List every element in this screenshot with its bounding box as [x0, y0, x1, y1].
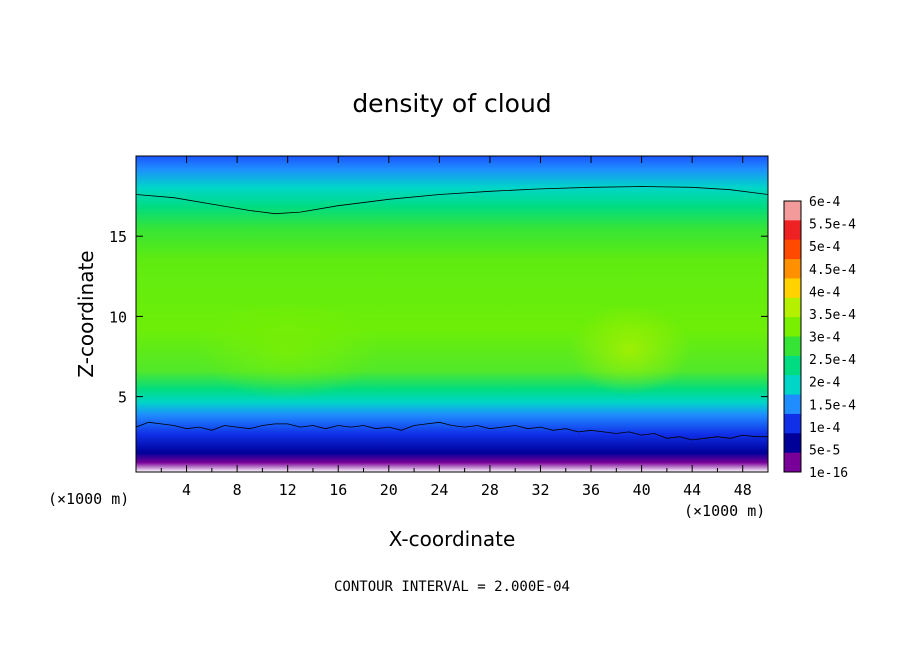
colorbar-label-0: 6e-4 — [809, 195, 840, 210]
chart-title: density of cloud — [352, 89, 551, 118]
colorbar-label-10: 1e-4 — [809, 421, 840, 436]
colorbar-label-8: 2e-4 — [809, 376, 840, 391]
y-tick-label-2: 15 — [109, 228, 127, 246]
y-axis-ticks: 5 10 15 — [109, 228, 768, 407]
colorbar-label-7: 2.5e-4 — [809, 353, 856, 368]
x-tick-label-2: 12 — [279, 481, 297, 499]
plot-area — [136, 156, 768, 472]
colorbar-swatch-8 — [784, 355, 801, 376]
colorbar-swatch-9 — [784, 375, 801, 396]
density-plume-region — [198, 300, 378, 400]
colorbar-swatch-6 — [784, 317, 801, 337]
contour-line-1 — [136, 186, 768, 215]
colorbar-label-9: 1.5e-4 — [809, 398, 856, 413]
y-tick-label-0: 5 — [118, 389, 127, 407]
colorbar-swatch-10 — [784, 394, 801, 415]
density-maximum-region — [570, 305, 690, 395]
plot-frame — [135, 155, 769, 473]
colorbar-swatch-3 — [784, 259, 801, 279]
y-axis-label: Z-coordinate — [74, 250, 98, 377]
x-unit-right: (×1000 m) — [684, 502, 765, 520]
x-tick-label-5: 24 — [430, 481, 448, 499]
colorbar: 6e-4 5.5e-4 5e-4 4.5e-4 4e-4 3.5e-4 3e-4 2.5e-4… — [783, 195, 856, 481]
x-tick-label-11: 48 — [734, 481, 752, 499]
colorbar-label-6: 3e-4 — [809, 331, 840, 346]
colorbar-swatch-2 — [784, 239, 801, 260]
colorbar-frame — [783, 200, 802, 473]
x-tick-label-8: 36 — [582, 481, 600, 499]
x-unit-left: (×1000 m) — [48, 490, 129, 508]
colorbar-swatch-11 — [784, 413, 801, 434]
contour-lines — [136, 186, 768, 441]
x-tick-label-3: 16 — [329, 481, 347, 499]
x-tick-label-0: 4 — [182, 481, 191, 499]
colorbar-label-4: 4e-4 — [809, 285, 840, 300]
colorbar-swatch-4 — [784, 278, 801, 299]
x-tick-label-1: 8 — [233, 481, 242, 499]
colorbar-label-12: 1e-16 — [809, 466, 848, 481]
x-tick-label-6: 28 — [481, 481, 499, 499]
colorbar-label-1: 5.5e-4 — [809, 218, 856, 233]
y-tick-label-1: 10 — [109, 308, 127, 326]
colorbar-label-2: 5e-4 — [809, 240, 840, 255]
x-tick-label-10: 44 — [683, 481, 701, 499]
colorbar-swatch-12 — [784, 433, 801, 454]
contour-line-0 — [136, 421, 768, 441]
colorbar-swatch-1 — [784, 220, 801, 241]
contour-interval-note: CONTOUR INTERVAL = 2.000E-04 — [334, 579, 570, 595]
colorbar-label-3: 4.5e-4 — [809, 263, 856, 278]
colorbar-label-11: 5e-5 — [809, 443, 840, 458]
x-axis-ticks: 4 8 12 16 20 24 28 32 36 40 44 48 — [160, 156, 752, 499]
colorbar-swatch-13 — [784, 452, 801, 473]
x-axis-label: X-coordinate — [389, 527, 516, 551]
colorbar-swatch-5 — [784, 297, 801, 318]
colorbar-label-5: 3.5e-4 — [809, 308, 856, 323]
x-tick-label-4: 20 — [380, 481, 398, 499]
colorbar-swatch-7 — [784, 336, 801, 357]
x-tick-label-7: 32 — [531, 481, 549, 499]
colorbar-swatch-0 — [784, 201, 801, 221]
x-tick-label-9: 40 — [633, 481, 651, 499]
